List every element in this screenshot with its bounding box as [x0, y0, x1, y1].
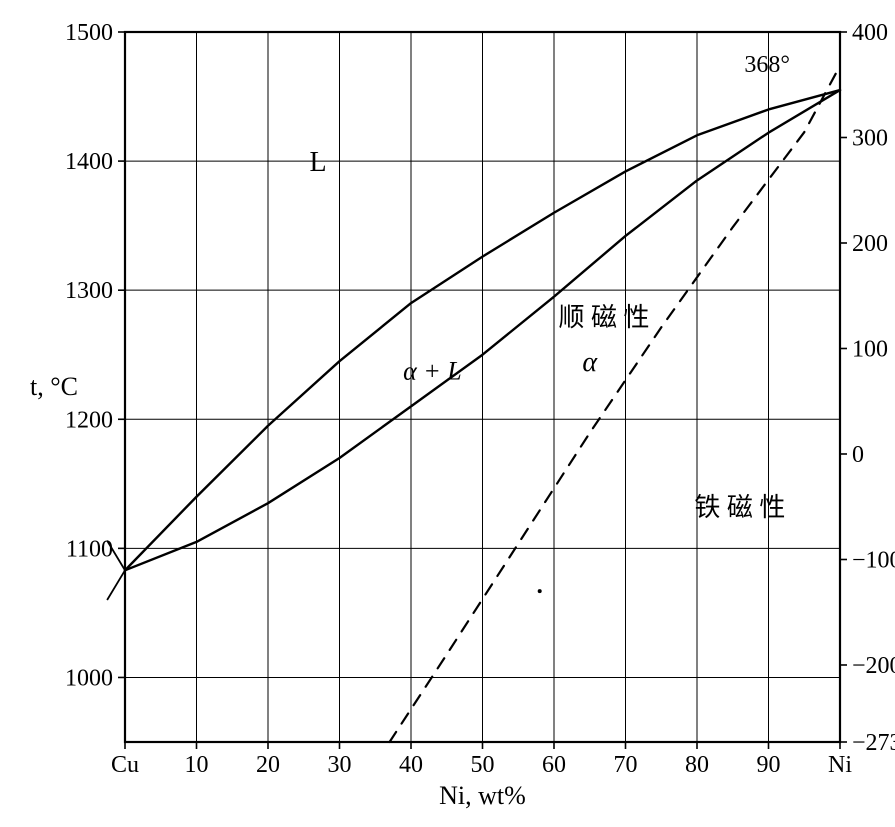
x-tick-label: Ni [828, 752, 852, 778]
y-left-tick-label: 1300 [65, 278, 113, 304]
region-label: L [309, 147, 326, 178]
chart-annotation: 368° [744, 52, 790, 78]
y-right-tick-label: 400 [852, 20, 888, 46]
x-tick-label: Cu [111, 752, 139, 778]
y-right-tick-label: −200 [852, 653, 895, 679]
y-right-tick-label: −100 [852, 547, 895, 573]
x-tick-label: 60 [542, 752, 566, 778]
y-left-tick-label: 1000 [65, 665, 113, 691]
region-label: 顺 磁 性 [559, 303, 650, 332]
x-tick-label: 40 [399, 752, 423, 778]
y-right-tick-label: −273 [852, 730, 895, 756]
x-tick-label: 30 [328, 752, 352, 778]
y-right-tick-label: 300 [852, 125, 888, 151]
x-axis-label: Ni, wt% [439, 781, 526, 810]
y-left-tick-label: 1200 [65, 407, 113, 433]
y-left-tick-label: 1100 [66, 536, 113, 562]
region-label: 铁 磁 性 [694, 493, 785, 522]
y-right-tick-label: 0 [852, 442, 864, 468]
y-left-axis-label: t, °C [30, 372, 78, 401]
y-right-tick-label: 200 [852, 231, 888, 257]
stray-dot [538, 589, 542, 593]
x-tick-label: 20 [256, 752, 280, 778]
y-left-tick-label: 1400 [65, 149, 113, 175]
y-right-tick-label: 100 [852, 336, 888, 362]
x-tick-label: 50 [471, 752, 495, 778]
chart-svg: 100011001200130014001500t, °C−273−200−10… [0, 0, 895, 827]
region-label: α [582, 347, 598, 378]
y-left-tick-label: 1500 [65, 20, 113, 46]
phase-diagram-chart: 100011001200130014001500t, °C−273−200−10… [0, 0, 895, 827]
x-tick-label: 10 [185, 752, 209, 778]
x-tick-label: 80 [685, 752, 709, 778]
region-label: α + L [403, 356, 462, 385]
x-tick-label: 70 [614, 752, 638, 778]
x-tick-label: 90 [757, 752, 781, 778]
